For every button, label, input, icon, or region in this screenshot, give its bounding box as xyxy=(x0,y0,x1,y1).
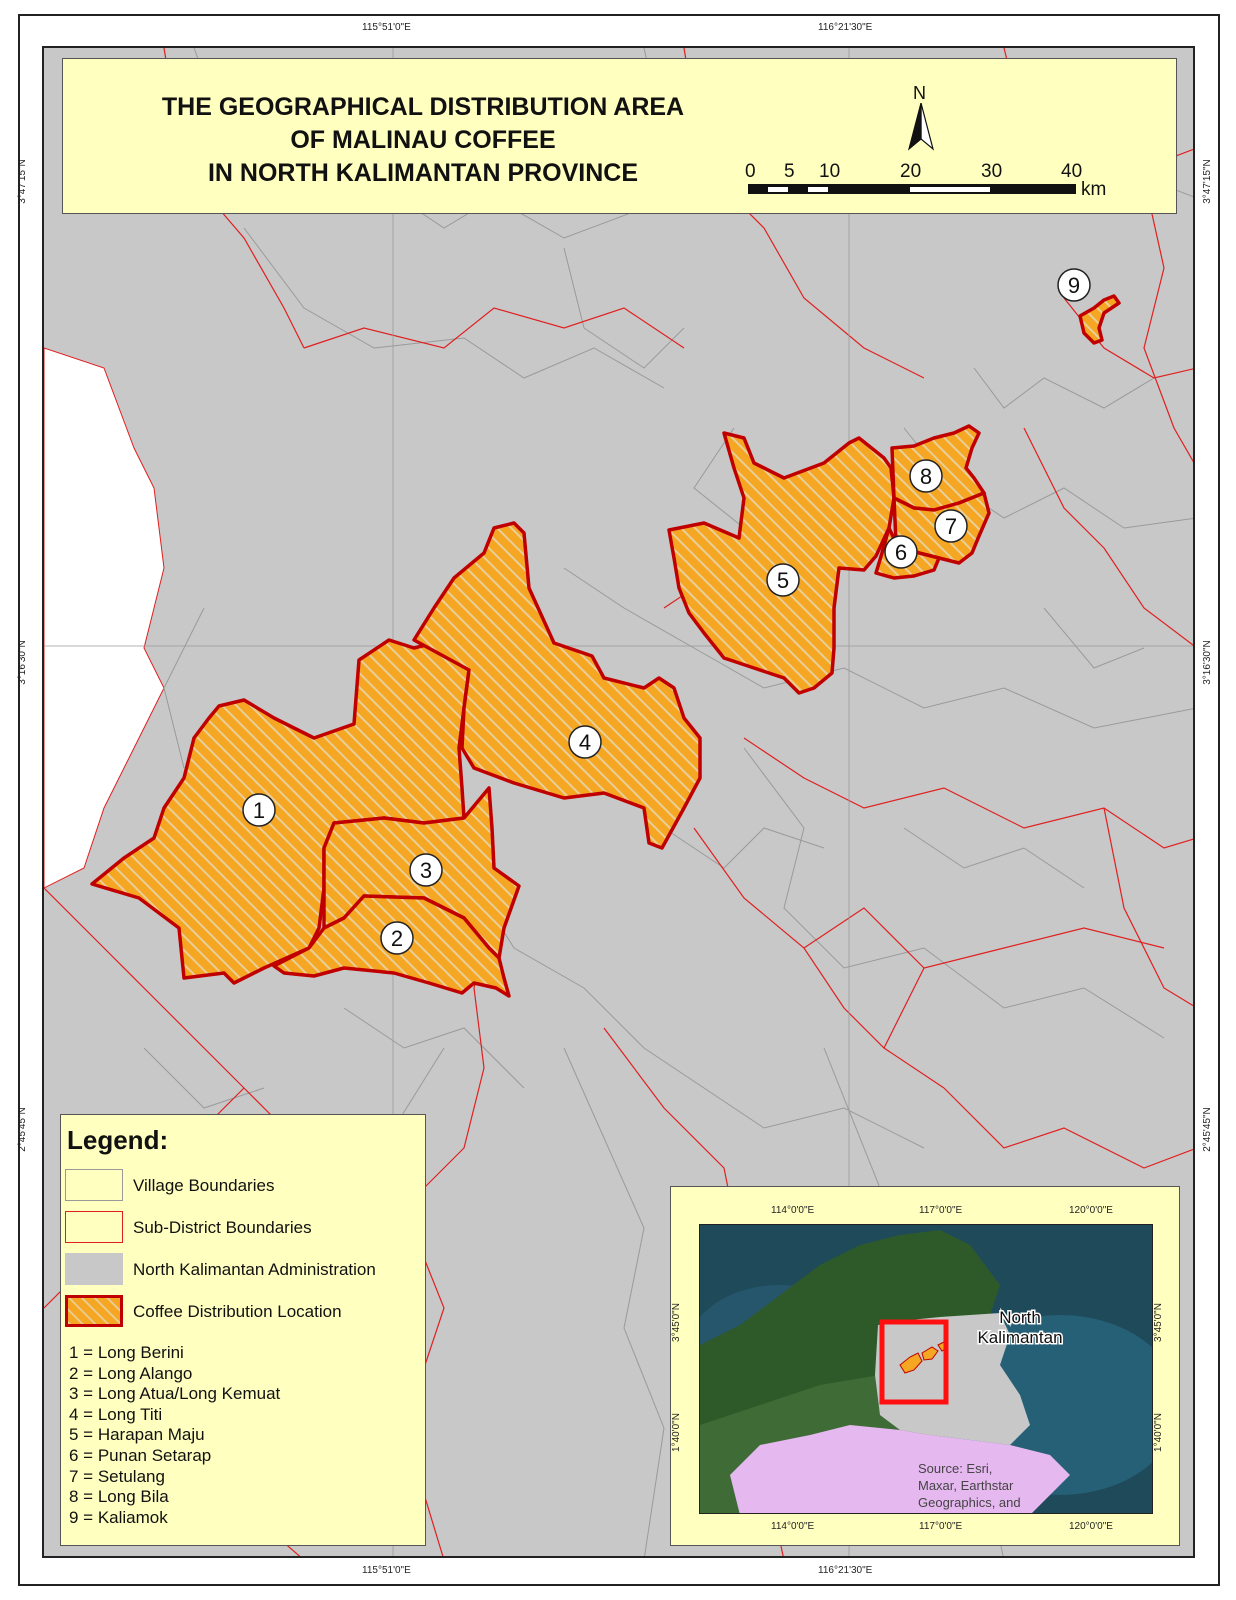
coord-left-1: 3°47'15"N xyxy=(16,159,28,204)
inset-coord-bottom-1: 114°0'0"E xyxy=(771,1521,815,1532)
area-5-harapan-maju xyxy=(667,431,896,695)
legend-swatch-coffee xyxy=(65,1295,123,1327)
legend-item-village: Village Boundaries xyxy=(61,1169,421,1203)
north-label: N xyxy=(913,83,926,103)
inset-source-2: Maxar, Earthstar xyxy=(918,1478,1014,1493)
scale-tick-40: 40 xyxy=(1061,161,1083,182)
inset-panel: 114°0'0"E 117°0'0"E 120°0'0"E 114°0'0"E … xyxy=(670,1186,1180,1546)
outside-region xyxy=(44,347,165,889)
title-line-2: OF MALINAU COFFEE xyxy=(290,126,556,154)
coord-right-1: 3°47'15"N xyxy=(1201,159,1213,204)
legend-item-admin: North Kalimantan Administration xyxy=(61,1253,421,1287)
village-item-4: 4 = Long Titi xyxy=(69,1404,163,1424)
title-line-3: IN NORTH KALIMANTAN PROVINCE xyxy=(207,159,639,187)
legend-panel: Legend: Village Boundaries Sub-District … xyxy=(60,1114,426,1546)
inset-coord-bottom-2: 117°0'0"E xyxy=(919,1521,963,1532)
coord-right-3: 2°45'45"N xyxy=(1201,1107,1213,1152)
area-marker-5: 5 xyxy=(766,563,800,597)
area-4-long-titi xyxy=(412,521,702,850)
north-arrow: N xyxy=(901,83,941,153)
inset-focus-box xyxy=(879,1319,949,1405)
area-number-9: 9 xyxy=(1068,273,1080,298)
area-marker-6: 6 xyxy=(884,535,918,569)
coord-top-2: 116°21'30"E xyxy=(818,22,873,33)
title-panel: THE GEOGRAPHICAL DISTRIBUTION AREA OF MA… xyxy=(62,58,1177,214)
inset-coord-right-1: 3°45'0"N xyxy=(1152,1303,1164,1342)
area-number-6: 6 xyxy=(895,540,907,565)
coord-left-3: 2°45'45"N xyxy=(16,1107,28,1152)
north-arrow-icon xyxy=(907,103,935,151)
inset-map[interactable]: North Kalimantan Source: Esri, Maxar, Ea… xyxy=(699,1224,1153,1514)
scale-bar-graphic xyxy=(748,184,1076,194)
village-item-1: 1 = Long Berini xyxy=(69,1343,184,1362)
coord-top-1: 115°51'0"E xyxy=(362,22,411,33)
village-item-5: 5 = Harapan Maju xyxy=(69,1425,205,1445)
scale-tick-20: 20 xyxy=(900,161,922,182)
inset-coord-top-1: 114°0'0"E xyxy=(771,1205,815,1216)
village-item-9: 9 = Kaliamok xyxy=(69,1507,168,1527)
legend-item-coffee: Coffee Distribution Location xyxy=(61,1295,421,1329)
map-canvas: 1 2 3 4 5 6 7 8 9 xyxy=(44,48,1193,1556)
area-number-3: 3 xyxy=(420,858,432,883)
area-markers: 1 2 3 4 5 6 7 8 9 xyxy=(242,268,1091,955)
village-item-2: 2 = Long Alango xyxy=(69,1363,193,1383)
inset-map-canvas: North Kalimantan Source: Esri, Maxar, Ea… xyxy=(700,1225,1152,1513)
area-marker-2: 2 xyxy=(380,921,414,955)
inset-east-kalimantan xyxy=(730,1425,1070,1513)
legend-label-subdistrict: Sub-District Boundaries xyxy=(133,1218,312,1237)
area-number-5: 5 xyxy=(777,568,789,593)
legend-label-admin: North Kalimantan Administration xyxy=(133,1260,376,1279)
area-9-kaliamok xyxy=(1078,294,1121,345)
legend-label-coffee: Coffee Distribution Location xyxy=(133,1302,342,1321)
map-frame xyxy=(18,14,1220,1586)
coord-bottom-1: 115°51'0"E xyxy=(362,1565,411,1576)
inset-region-label-kalimantan: Kalimantan xyxy=(977,1328,1062,1347)
coord-left-2: 3°16'30"N xyxy=(16,640,28,685)
village-list: 1 = Long Berini 2 = Long Alango 3 = Long… xyxy=(69,1343,280,1528)
legend-swatch-admin xyxy=(65,1253,123,1285)
inset-coord-top-3: 120°0'0"E xyxy=(1069,1205,1113,1216)
area-marker-8: 8 xyxy=(909,459,943,493)
scale-tick-0: 0 xyxy=(745,161,756,182)
area-marker-9: 9 xyxy=(1057,268,1091,302)
inset-coord-left-2: 1°40'0"N xyxy=(670,1413,682,1452)
scale-tick-10: 10 xyxy=(819,161,841,182)
map-title: THE GEOGRAPHICAL DISTRIBUTION AREA OF MA… xyxy=(93,91,753,190)
coffee-areas xyxy=(90,294,1121,998)
inset-coord-top-2: 117°0'0"E xyxy=(919,1205,963,1216)
village-item-8: 8 = Long Bila xyxy=(69,1487,169,1507)
area-marker-3: 3 xyxy=(409,853,443,887)
inset-source-3: Geographics, and xyxy=(918,1495,1021,1510)
village-item-6: 6 = Punan Setarap xyxy=(69,1445,212,1465)
legend-item-subdistrict: Sub-District Boundaries xyxy=(61,1211,421,1245)
inset-region-label-north: North xyxy=(999,1308,1041,1327)
inset-source-1: Source: Esri, xyxy=(918,1461,992,1476)
area-number-8: 8 xyxy=(920,464,932,489)
inset-north-kalimantan xyxy=(875,1313,1030,1445)
title-line-1: THE GEOGRAPHICAL DISTRIBUTION AREA xyxy=(161,93,685,121)
area-marker-1: 1 xyxy=(242,793,276,827)
legend-label-village: Village Boundaries xyxy=(133,1176,275,1195)
legend-title: Legend: xyxy=(67,1125,169,1155)
inset-coord-bottom-3: 120°0'0"E xyxy=(1069,1521,1113,1532)
area-number-7: 7 xyxy=(945,514,957,539)
area-number-2: 2 xyxy=(391,926,403,951)
scale-tick-5: 5 xyxy=(784,161,795,182)
legend-swatch-subdistrict xyxy=(65,1211,123,1243)
inset-coord-left-1: 3°45'0"N xyxy=(670,1303,682,1342)
inset-coord-right-2: 1°40'0"N xyxy=(1152,1413,1164,1452)
coord-bottom-2: 116°21'30"E xyxy=(818,1565,873,1576)
area-number-1: 1 xyxy=(253,798,265,823)
scale-unit: km xyxy=(1081,179,1107,200)
coord-right-2: 3°16'30"N xyxy=(1201,640,1213,685)
village-item-3: 3 = Long Atua/Long Kemuat xyxy=(69,1384,281,1404)
area-marker-4: 4 xyxy=(568,725,602,759)
legend-swatch-village xyxy=(65,1169,123,1201)
scale-tick-30: 30 xyxy=(981,161,1003,182)
village-item-7: 7 = Setulang xyxy=(69,1466,165,1486)
area-number-4: 4 xyxy=(579,730,591,755)
area-marker-7: 7 xyxy=(934,509,968,543)
